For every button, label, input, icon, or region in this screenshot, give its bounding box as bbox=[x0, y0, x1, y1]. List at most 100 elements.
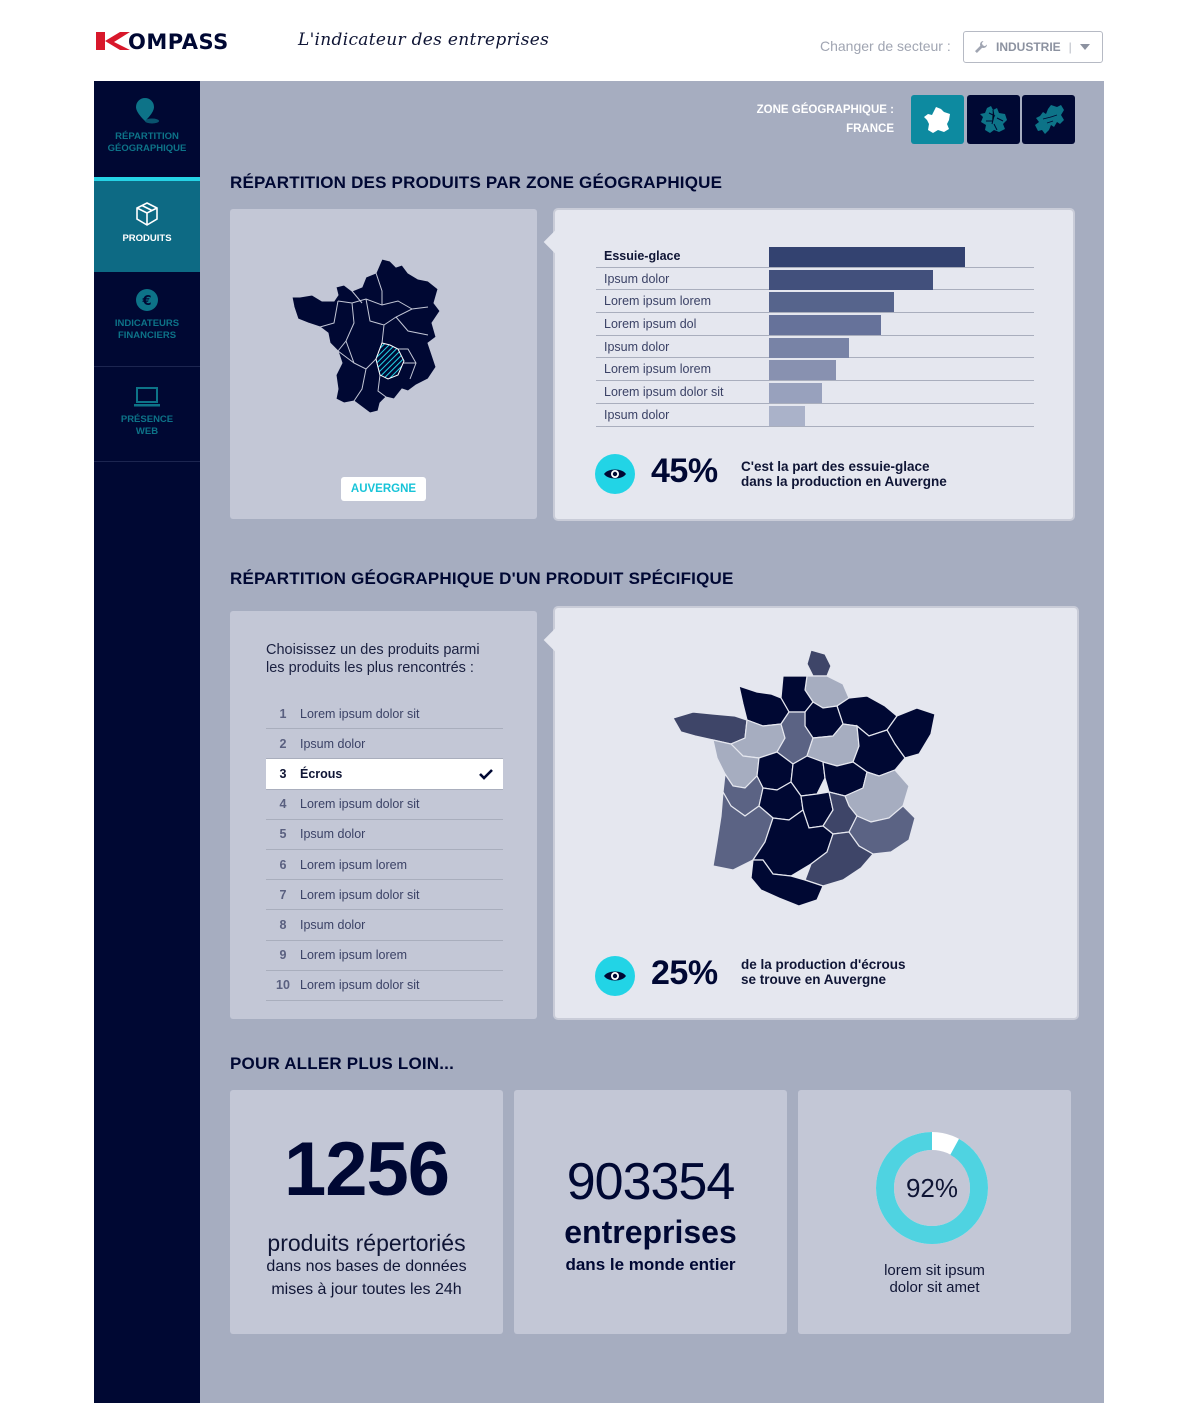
product-rank: 9 bbox=[279, 948, 287, 963]
bar-label: Ipsum dolor bbox=[604, 339, 670, 354]
bar-row[interactable]: Lorem ipsum lorem bbox=[596, 358, 1034, 382]
stat-text: C'est la part des essuie-glace dans la p… bbox=[741, 459, 947, 489]
product-name: Lorem ipsum lorem bbox=[300, 948, 407, 963]
bar-label: Lorem ipsum lorem bbox=[604, 362, 711, 377]
bar[interactable] bbox=[769, 315, 881, 336]
product-list-item[interactable]: 9 Lorem ipsum lorem bbox=[266, 941, 503, 971]
sidebar-item-label: GÉOGRAPHIQUE bbox=[107, 143, 187, 154]
france-region-map[interactable] bbox=[290, 251, 470, 431]
product-list-item[interactable]: 7 Lorem ipsum dolor sit bbox=[266, 880, 503, 911]
bar[interactable] bbox=[769, 247, 965, 267]
card-line: dans nos bases de données bbox=[266, 1258, 467, 1275]
panel-notch bbox=[543, 628, 567, 652]
card-line: mises à jour toutes les 24h bbox=[271, 1281, 462, 1298]
bar-row[interactable]: Lorem ipsum lorem bbox=[596, 290, 1034, 314]
auvergne-region[interactable] bbox=[375, 342, 405, 380]
product-list-item[interactable]: 4 Lorem ipsum dolor sit bbox=[266, 790, 503, 820]
zone-button-europe[interactable] bbox=[1022, 95, 1075, 144]
sidebar-item-label: PRODUITS bbox=[122, 233, 172, 244]
stat-card-entreprises: 903354 entreprises dans le monde entier bbox=[514, 1090, 787, 1334]
france-product-map[interactable] bbox=[673, 646, 943, 916]
section-title-repartition-produits: RÉPARTITION DES PRODUITS PAR ZONE GÉOGRA… bbox=[230, 173, 723, 192]
bar-chart-panel: Essuie-glace Ipsum dolor Lorem ipsum lorem… bbox=[543, 210, 1073, 519]
product-name: Ipsum dolor bbox=[300, 917, 366, 932]
product-rank: 8 bbox=[279, 917, 287, 932]
product-rank: 7 bbox=[279, 887, 287, 902]
sidebar-item-presence-web[interactable]: PRÉSENCE WEB bbox=[94, 386, 200, 461]
sidebar-item-label: INDICATEURS bbox=[114, 318, 180, 329]
bar-label: Lorem ipsum lorem bbox=[604, 294, 711, 309]
card-line: lorem sit ipsum bbox=[884, 1262, 985, 1279]
product-rank: 4 bbox=[279, 797, 287, 812]
sector-label: Changer de secteur : bbox=[820, 38, 951, 54]
stat-text: de la production d'écrous se trouve en A… bbox=[741, 957, 905, 987]
chevron-down-icon[interactable] bbox=[1079, 44, 1090, 50]
bar-label: Lorem ipsum dol bbox=[604, 317, 697, 332]
product-name: Lorem ipsum lorem bbox=[300, 857, 407, 872]
stat-card-donut: 92% lorem sit ipsum dolor sit amet bbox=[798, 1090, 1071, 1334]
stat-card-produits: 1256 produits répertoriés dans nos bases… bbox=[230, 1090, 503, 1334]
svg-text:€: € bbox=[141, 294, 151, 309]
zone-button-europe-regions[interactable] bbox=[967, 95, 1020, 144]
bar-row[interactable]: Ipsum dolor bbox=[596, 268, 1034, 291]
bar[interactable] bbox=[769, 360, 836, 381]
sidebar-item-produits[interactable]: PRODUITS bbox=[94, 177, 200, 272]
product-list-item[interactable]: 6 Lorem ipsum lorem bbox=[266, 850, 503, 881]
card-line: dolor sit amet bbox=[889, 1279, 980, 1296]
tagline: L'indicateur des entreprises bbox=[298, 30, 550, 50]
bar[interactable] bbox=[769, 292, 895, 313]
choose-text-line: les produits les plus rencontrés : bbox=[266, 660, 474, 676]
sidebar-item-repartition[interactable]: RÉPARTITION GÉOGRAPHIQUE bbox=[94, 95, 200, 177]
product-list-item[interactable]: 8 Ipsum dolor bbox=[266, 910, 503, 941]
bar-row[interactable]: Lorem ipsum dol bbox=[596, 313, 1034, 336]
zone-label-value: FRANCE bbox=[846, 123, 894, 135]
bar-row[interactable]: Ipsum dolor bbox=[596, 404, 1034, 427]
stat-text-line: de la production d'écrous bbox=[741, 957, 906, 972]
select-separator: | bbox=[1068, 40, 1072, 54]
product-rank: 6 bbox=[279, 857, 287, 872]
sector-select[interactable]: INDUSTRIE | bbox=[963, 31, 1103, 63]
product-list-item[interactable]: 2 Ipsum dolor bbox=[266, 729, 503, 760]
product-rank: 2 bbox=[279, 736, 287, 751]
donut-label: 92% bbox=[906, 1173, 958, 1203]
product-list-item[interactable]: 5 Ipsum dolor bbox=[266, 820, 503, 850]
eye-icon bbox=[595, 956, 635, 996]
euro-icon: € bbox=[136, 289, 158, 311]
svg-text:OMPASS: OMPASS bbox=[128, 30, 229, 52]
choose-text: Choisissez un des produits parmi les pro… bbox=[266, 641, 516, 677]
box-icon bbox=[136, 202, 158, 226]
product-rank: 10 bbox=[276, 978, 290, 993]
sidebar-divider bbox=[94, 366, 200, 367]
bar[interactable] bbox=[769, 383, 822, 404]
panel-notch bbox=[543, 230, 567, 254]
zone-button-france[interactable] bbox=[911, 95, 964, 144]
sidebar-item-indicateurs[interactable]: € INDICATEURS FINANCIERS bbox=[94, 288, 200, 366]
stat-percent: 25% bbox=[651, 954, 718, 992]
product-list-item[interactable]: 3 Écrous bbox=[266, 759, 503, 790]
bar-row[interactable]: Lorem ipsum dolor sit bbox=[596, 381, 1034, 404]
product-list-item[interactable]: 10 Lorem ipsum dolor sit bbox=[266, 971, 503, 1001]
sidebar-item-label: WEB bbox=[135, 426, 159, 437]
section-title-aller-plus-loin: POUR ALLER PLUS LOIN... bbox=[230, 1054, 455, 1073]
bar[interactable] bbox=[769, 405, 806, 426]
bar[interactable] bbox=[769, 269, 933, 290]
stat-percent: 45% bbox=[651, 452, 718, 490]
product-rank: 5 bbox=[279, 827, 287, 842]
product-rank: 3 bbox=[279, 766, 287, 781]
stat-text-line: C'est la part des essuie-glace bbox=[741, 459, 930, 474]
stat-text-line: se trouve en Auvergne bbox=[741, 972, 887, 987]
bar-row[interactable]: Essuie-glace bbox=[596, 245, 1034, 268]
product-list-item[interactable]: 1 Lorem ipsum dolor sit bbox=[266, 699, 503, 730]
bar-row[interactable]: Ipsum dolor bbox=[596, 336, 1034, 359]
product-bar-chart: Essuie-glace Ipsum dolor Lorem ipsum lorem… bbox=[596, 245, 1034, 427]
product-name: Lorem ipsum dolor sit bbox=[300, 887, 420, 902]
europe-map-icon bbox=[1034, 104, 1064, 134]
map-panel: AUVERGNE bbox=[230, 209, 537, 519]
bar-label: Ipsum dolor bbox=[604, 271, 670, 286]
card-line: dans le monde entier bbox=[565, 1255, 736, 1274]
sidebar: RÉPARTITION GÉOGRAPHIQUE PRODUITS € INDI… bbox=[94, 81, 200, 1403]
product-name: Lorem ipsum dolor sit bbox=[300, 978, 420, 993]
kompass-logo[interactable]: OMPASS bbox=[96, 30, 261, 52]
laptop-icon bbox=[134, 387, 160, 407]
bar[interactable] bbox=[769, 337, 850, 358]
